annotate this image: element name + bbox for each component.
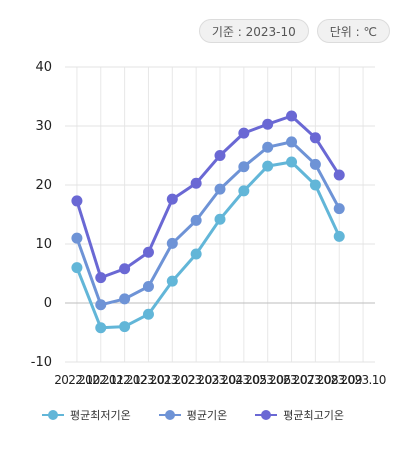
data-point <box>142 246 154 258</box>
data-point <box>309 179 321 191</box>
x-tick-label: 2023.02 <box>150 373 195 387</box>
data-point <box>119 321 131 333</box>
y-tick-label: 20 <box>35 178 52 193</box>
data-point <box>214 213 226 225</box>
legend-label: 평균최저기온 <box>70 409 131 422</box>
data-point <box>190 177 202 189</box>
header-badges: 기준 : 2023-10 단위 : ℃ <box>198 19 390 43</box>
data-point <box>214 183 226 195</box>
legend-item-1[interactable]: 평균기온 <box>158 407 228 423</box>
data-point <box>95 272 107 284</box>
legend-item-0[interactable]: 평균최저기온 <box>42 407 131 423</box>
x-tick-label: 2022.12 <box>102 373 147 387</box>
data-point <box>238 127 250 139</box>
x-tick-label: 2023.05 <box>221 373 266 387</box>
y-tick-label: 30 <box>35 119 52 134</box>
data-point <box>309 132 321 144</box>
data-point <box>95 322 107 334</box>
y-tick-label: 10 <box>35 237 52 252</box>
legend-item-2[interactable]: 평균최고기온 <box>255 407 344 423</box>
data-point <box>262 141 274 153</box>
series-line-2 <box>75 114 341 280</box>
chart-legend: 평균최저기온 평균기온 평균최고기온 <box>42 407 344 423</box>
legend-label: 평균최고기온 <box>283 409 344 422</box>
x-tick-label: 2023.04 <box>197 373 242 387</box>
data-point <box>333 230 345 242</box>
legend-swatch-icon <box>42 410 64 420</box>
data-point <box>142 280 154 292</box>
data-point <box>190 214 202 226</box>
data-point <box>214 150 226 161</box>
data-point <box>333 203 345 215</box>
data-point <box>286 110 298 122</box>
data-point <box>190 248 202 260</box>
x-tick-label: 2023.03 <box>173 373 218 387</box>
legend-label: 평균기온 <box>186 409 228 422</box>
y-tick-label: 0 <box>44 296 52 311</box>
data-point <box>71 195 83 207</box>
data-point <box>166 275 178 287</box>
x-tick-label: 2022.10 <box>54 373 99 387</box>
data-point <box>142 308 154 320</box>
data-point <box>119 263 131 275</box>
x-tick-label: 2023.01 <box>126 373 171 387</box>
data-point <box>166 237 178 249</box>
x-tick-label: 2023.09 <box>317 373 362 387</box>
data-point <box>166 193 178 205</box>
y-tick-label: -10 <box>31 355 52 370</box>
y-tick-label: 40 <box>35 60 52 75</box>
data-point <box>238 185 250 197</box>
data-point <box>262 118 274 130</box>
data-point <box>286 136 298 148</box>
unit-badge: 단위 : ℃ <box>316 19 390 43</box>
x-tick-label: 2023.06 <box>245 373 290 387</box>
data-point <box>262 160 274 172</box>
data-point <box>238 161 250 173</box>
x-tick-label: 2023.08 <box>293 373 338 387</box>
data-point <box>71 232 83 244</box>
data-point <box>309 158 321 170</box>
legend-swatch-icon <box>255 410 278 420</box>
temperature-line-chart: -10 0 10 20 30 40 2022.102022.112022.122023.01… <box>31 60 387 387</box>
legend-swatch-icon <box>158 410 181 420</box>
data-point <box>119 293 131 305</box>
data-point <box>333 169 345 181</box>
data-point <box>71 262 83 274</box>
reference-date-badge: 기준 : 2023-10 <box>198 19 309 43</box>
x-tick-label: 2022.11 <box>78 373 123 387</box>
x-tick-label: 2023.10 <box>340 373 385 387</box>
data-point <box>286 156 298 168</box>
series-line-1 <box>75 140 341 307</box>
data-point <box>95 299 107 311</box>
x-tick-label: 2023.07 <box>269 373 314 387</box>
